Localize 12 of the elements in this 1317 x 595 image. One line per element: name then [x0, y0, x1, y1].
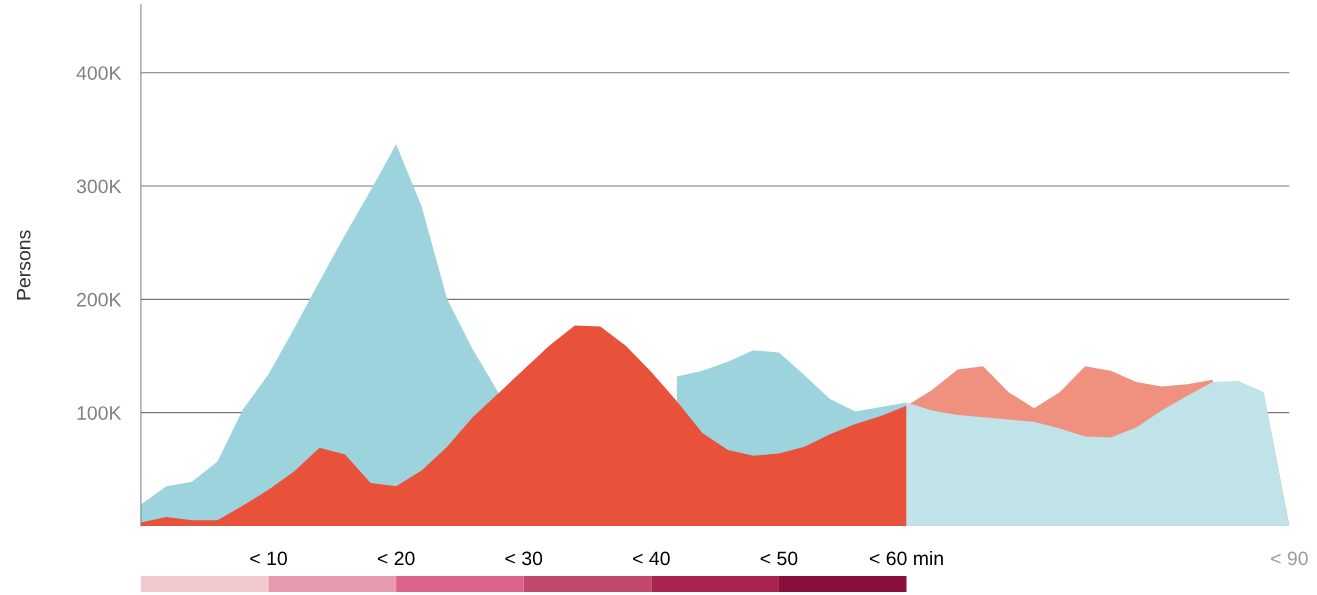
y-axis-title: Persons: [16, 230, 31, 300]
x-tick-label: < 60 min: [869, 550, 943, 566]
x-tick-label: < 40: [633, 551, 670, 566]
x-tick-label: < 90: [1271, 551, 1308, 566]
y-tick-label: 400K: [76, 66, 122, 80]
x-tick-label: < 10: [250, 551, 287, 566]
x-tick-label: < 30: [505, 551, 543, 566]
x-tick-label: < 50: [760, 551, 798, 566]
y-tick-label: 300K: [76, 179, 122, 194]
y-tick-label: 100K: [77, 406, 122, 420]
y-tick-label: 200K: [77, 292, 122, 307]
x-tick-label: < 20: [377, 551, 415, 566]
